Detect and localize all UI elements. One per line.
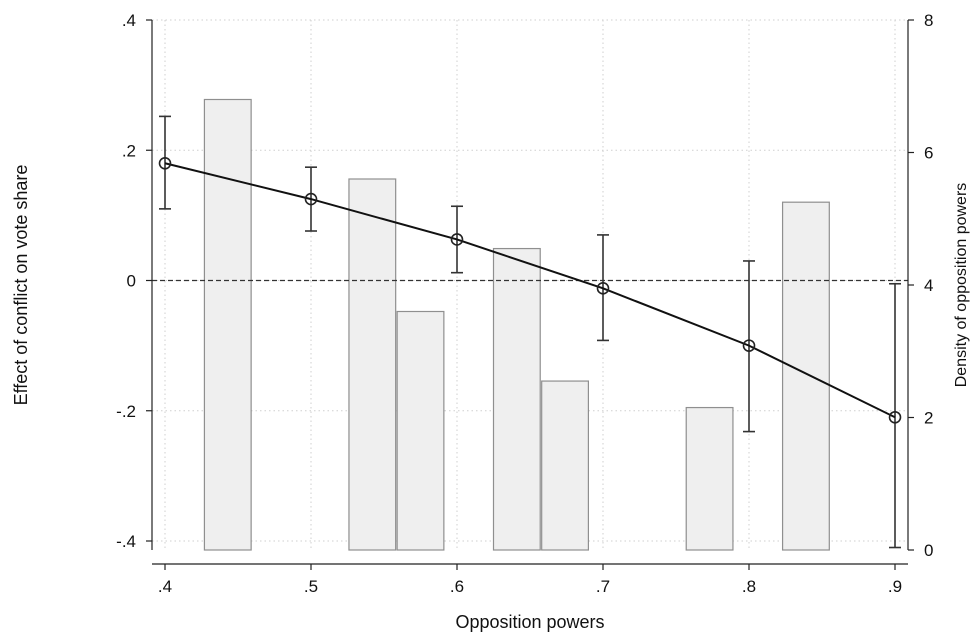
y-tick-label-2: 0 <box>127 272 136 291</box>
y-tick-label-4: -.4 <box>116 532 136 551</box>
density-bar-2 <box>396 310 445 551</box>
y-tick-label-0: .4 <box>122 11 136 30</box>
effect-point-3 <box>596 282 610 295</box>
density-bar-3 <box>492 247 541 551</box>
density-bar-4 <box>541 380 589 551</box>
y-axis-title: Effect of conflict on vote share <box>11 165 31 406</box>
effect-point-0 <box>158 156 172 170</box>
y2-tick-label-3: 2 <box>924 409 933 428</box>
x-tick-label-0: .4 <box>158 577 172 596</box>
effect-point-4 <box>742 339 756 352</box>
x-axis-title: Opposition powers <box>455 612 604 632</box>
effect-point-5 <box>888 410 902 424</box>
axes <box>146 19 914 570</box>
effect-line <box>164 162 896 419</box>
density-bar-1 <box>348 178 397 551</box>
x-tick-label-4: .8 <box>742 577 756 596</box>
x-tick-label-2: .6 <box>450 577 464 596</box>
effect-point-2 <box>450 233 464 246</box>
y2-axis-title: Density of opposition powers <box>953 183 970 388</box>
density-bar-5 <box>685 406 734 551</box>
density-bar-6 <box>781 201 830 551</box>
y-tick-label-3: -.2 <box>116 402 136 421</box>
effect-series <box>158 156 902 424</box>
density-histogram <box>203 98 830 551</box>
y2-tick-label-2: 4 <box>924 276 933 295</box>
x-tick-label-1: .5 <box>304 577 318 596</box>
y2-tick-label-4: 0 <box>924 541 933 560</box>
effect-point-1 <box>304 192 318 206</box>
density-bar-0 <box>203 98 252 551</box>
y2-tick-label-1: 6 <box>924 144 933 163</box>
x-tick-label-5: .9 <box>888 577 902 596</box>
x-tick-label-3: .7 <box>596 577 610 596</box>
tick-labels: .4 .5 .6 .7 .8 .9 .4 .2 0 -.2 -.4 8 6 4 2 0 <box>116 11 933 596</box>
y-tick-label-1: .2 <box>122 141 136 160</box>
y2-tick-label-0: 8 <box>924 11 933 30</box>
